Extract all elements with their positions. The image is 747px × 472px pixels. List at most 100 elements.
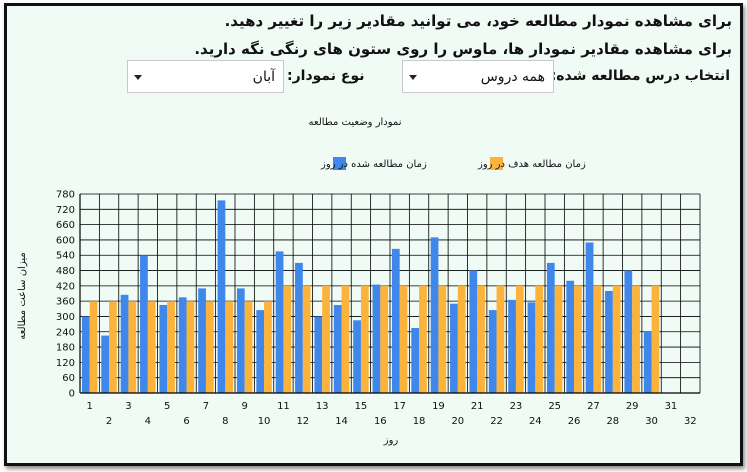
chart-type-select-value: آبان [252, 69, 275, 85]
y-tick-label: 60 [62, 373, 75, 384]
y-tick-label: 660 [56, 220, 75, 231]
x-tick-label: 20 [451, 416, 464, 427]
bar-target [302, 285, 311, 393]
bar-target [283, 285, 292, 393]
bar-studied [314, 316, 323, 393]
y-axis-label: میزان ساعت مطالعه [17, 252, 28, 339]
x-tick-label: 21 [471, 401, 484, 412]
bar-studied [256, 310, 265, 393]
bar-studied [391, 248, 400, 393]
bar-target [554, 285, 563, 393]
bar-target [322, 285, 330, 393]
y-tick-label: 180 [56, 343, 75, 354]
bar-target [360, 285, 369, 393]
x-tick-label: 22 [490, 416, 503, 427]
legend-label-actual: زمان مطالعه شده در روز [320, 159, 427, 170]
bar-target [109, 301, 117, 393]
bar-studied [624, 270, 633, 393]
bar-target [205, 301, 214, 393]
bar-target [167, 301, 175, 393]
bar-target [477, 285, 485, 393]
x-tick-label: 10 [258, 416, 271, 427]
bar-studied [430, 237, 439, 393]
x-tick-label: 17 [393, 401, 406, 412]
chevron-down-icon[interactable] [134, 75, 142, 80]
study-chart: نمودار وضعیت مطالعه زمان مطالعه شده در ر… [17, 117, 701, 446]
bar-target [128, 301, 137, 393]
y-tick-label: 300 [56, 312, 75, 323]
y-tick-label: 720 [56, 205, 75, 216]
app-window: برای مشاهده نمودار مطالعه خود، می توانید… [4, 3, 743, 466]
y-tick-label: 480 [56, 266, 75, 277]
course-select-label: انتخاب درس مطالعه شده: [550, 68, 730, 84]
bar-target [186, 301, 195, 393]
instruction-text-1: برای مشاهده نمودار مطالعه خود، می توانید… [224, 12, 732, 30]
bar-studied [411, 327, 420, 393]
bar-target [438, 285, 447, 393]
x-tick-label: 30 [645, 416, 658, 427]
bar-studied [450, 303, 458, 393]
bar-target [612, 285, 621, 393]
bar-studied [546, 262, 555, 393]
bar-target [574, 285, 582, 393]
bar-studied [527, 302, 536, 393]
x-tick-label: 16 [374, 416, 387, 427]
y-tick-label: 120 [56, 358, 75, 369]
y-tick-label: 240 [56, 327, 75, 338]
x-tick-label: 19 [432, 401, 445, 412]
x-tick-label: 2 [106, 416, 112, 427]
x-tick-label: 31 [665, 401, 678, 412]
bar-target [632, 285, 640, 393]
course-select[interactable]: همه دروس [402, 60, 554, 93]
bar-target [89, 301, 98, 393]
bar-target [593, 285, 602, 393]
bar-studied [140, 255, 148, 393]
legend-swatch-target [490, 157, 503, 170]
x-tick-label: 15 [355, 401, 368, 412]
bar-studied [469, 270, 478, 393]
x-tick-label: 23 [510, 401, 523, 412]
bar-studied [275, 251, 284, 393]
bar-studied [566, 280, 575, 393]
bar-studied [101, 335, 110, 393]
x-tick-label: 6 [183, 416, 189, 427]
plot-area: 0601201802403003604204805406006607207801… [56, 190, 701, 427]
chart-legend: زمان مطالعه شده در روز زمان مطالعه هدف د… [320, 157, 586, 170]
x-tick-label: 8 [222, 416, 228, 427]
course-select-value: همه دروس [480, 69, 545, 85]
x-tick-label: 11 [277, 401, 290, 412]
chart-type-select[interactable]: آبان [127, 60, 284, 93]
bar-studied [236, 288, 245, 393]
y-tick-label: 540 [56, 251, 75, 262]
bar-studied [353, 320, 361, 393]
x-tick-label: 5 [164, 401, 170, 412]
bar-studied [178, 297, 187, 393]
instruction-text-2: برای مشاهده مقادیر نمودار ها، ماوس را رو… [194, 40, 732, 58]
bar-studied [295, 262, 303, 393]
bar-target [419, 285, 427, 393]
x-tick-label: 32 [684, 416, 697, 427]
bar-target [341, 285, 350, 393]
y-tick-label: 420 [56, 281, 75, 292]
bar-target [225, 301, 234, 393]
bar-target [535, 285, 544, 393]
bar-studied [217, 200, 226, 393]
bar-target [651, 285, 660, 393]
x-tick-label: 12 [296, 416, 309, 427]
y-tick-label: 600 [56, 235, 75, 246]
bar-studied [120, 294, 129, 393]
x-tick-label: 14 [335, 416, 348, 427]
bar-studied [198, 288, 206, 393]
x-tick-label: 24 [529, 416, 542, 427]
bar-target [457, 285, 466, 393]
chevron-down-icon[interactable] [409, 75, 417, 80]
x-axis-label: روز [383, 435, 399, 446]
x-tick-label: 1 [87, 401, 93, 412]
x-tick-label: 9 [242, 401, 248, 412]
bar-studied [372, 284, 381, 393]
y-tick-label: 360 [56, 297, 75, 308]
x-tick-label: 7 [203, 401, 209, 412]
chart-type-label: نوع نمودار: [287, 68, 365, 84]
y-tick-label: 780 [56, 190, 75, 201]
x-tick-label: 26 [568, 416, 581, 427]
